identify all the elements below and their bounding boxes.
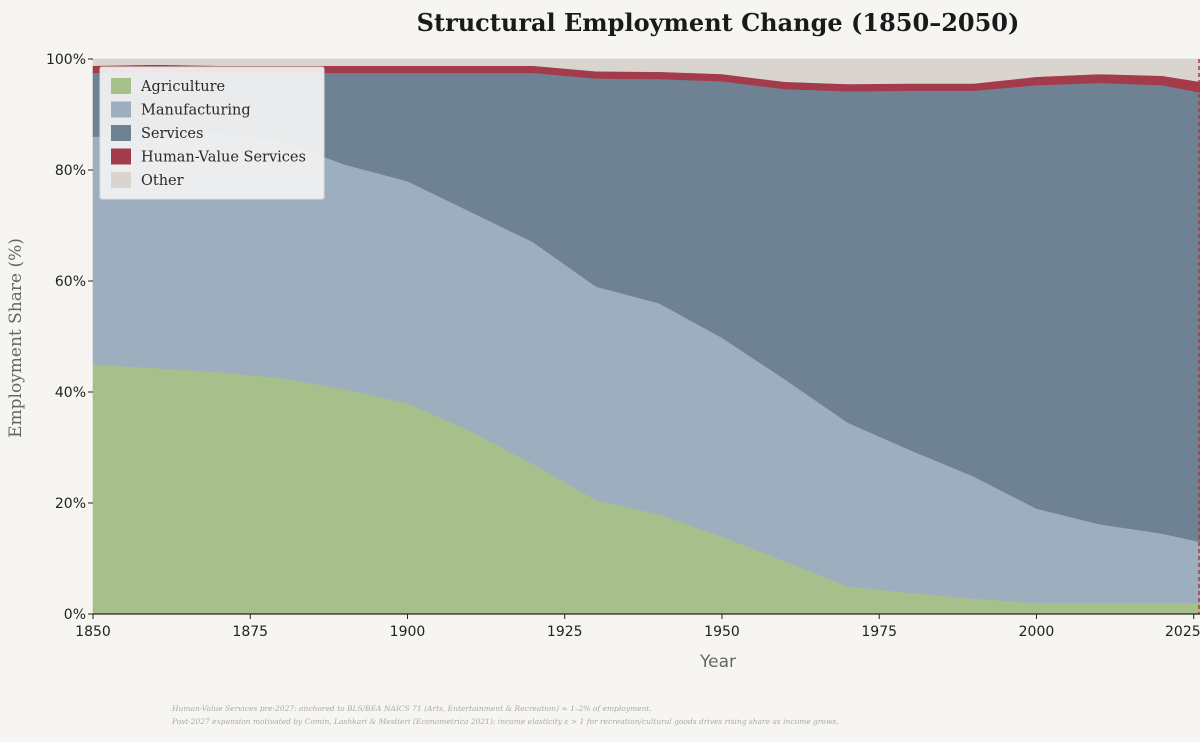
legend-swatch (111, 148, 131, 165)
legend-label: Manufacturing (141, 103, 251, 119)
legend-swatch (111, 78, 131, 94)
y-axis-label: Employment Share (%) (6, 238, 26, 438)
x-tick-label: 2025 (1165, 624, 1200, 640)
legend-item-human-value-services: Human-Value Services (111, 148, 306, 166)
x-tick-label: 2000 (1019, 624, 1055, 640)
legend-label: Services (141, 126, 203, 142)
y-tick-label: 60% (55, 274, 86, 290)
legend-swatch (111, 101, 131, 118)
footnote-1: Human-Value Services pre-2027: anchored … (171, 704, 652, 713)
stacked-areas (92, 58, 1200, 615)
x-ticks: 1850 1875 1900 1925 1950 1975 2000 2025 (75, 614, 1200, 640)
chart-title: Structural Employment Change (1850–2050) (417, 8, 1020, 37)
x-tick-label: 1850 (75, 624, 111, 640)
x-axis-label: Year (699, 652, 736, 672)
area-other (92, 58, 1200, 85)
legend-label: Human-Value Services (141, 150, 306, 166)
legend-item-other: Other (111, 172, 184, 189)
y-tick-label: 40% (55, 385, 86, 401)
y-tick-label: 20% (55, 496, 86, 512)
legend-swatch (111, 172, 131, 188)
y-tick-label: 100% (46, 52, 86, 68)
legend-item-manufacturing: Manufacturing (111, 101, 251, 119)
legend-label: Agriculture (140, 79, 225, 95)
legend-label: Other (141, 173, 184, 189)
legend-box (99, 66, 325, 200)
x-tick-label: 1875 (232, 624, 268, 640)
y-tick-label: 0% (64, 607, 86, 623)
x-tick-label: 1925 (547, 624, 583, 640)
footnote-2: Post-2027 expansion motivated by Comin, … (171, 717, 839, 726)
x-tick-label: 1975 (861, 624, 897, 640)
y-ticks: 0% 20% 40% 60% 80% 100% (46, 52, 93, 623)
legend-item-agriculture: Agriculture (111, 78, 225, 95)
legend: Agriculture Manufacturing Services Human-Va… (99, 66, 325, 200)
legend-swatch (111, 125, 131, 141)
legend-item-services: Services (111, 125, 203, 142)
x-tick-label: 1900 (390, 624, 426, 640)
y-tick-label: 80% (55, 163, 86, 179)
x-tick-label: 1950 (704, 624, 740, 640)
